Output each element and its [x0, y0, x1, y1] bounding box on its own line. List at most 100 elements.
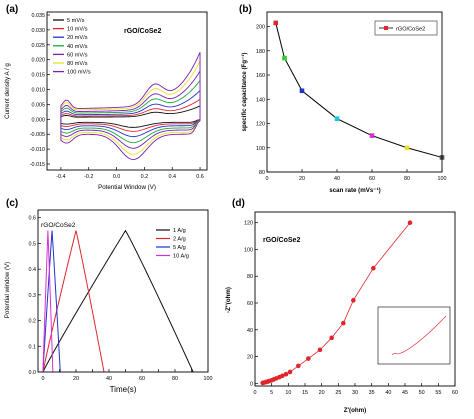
panel-c-y-axis-title: Potential window (V) [4, 262, 11, 318]
panel-b-letter: (b) [239, 4, 252, 15]
nyquist-point [317, 347, 323, 353]
y-tick-label: 120 [244, 221, 253, 227]
inset-frame [377, 306, 451, 365]
x-tick-label: 40 [106, 376, 112, 382]
gcd-curve-3 [42, 230, 61, 373]
cv-curve-2 [60, 98, 201, 132]
legend-label: 10 mV/s [67, 27, 88, 33]
nyquist-point [407, 220, 413, 226]
x-tick-label: 50 [419, 390, 425, 396]
x-tick-label: -0.4 [56, 174, 65, 180]
y-tick-label: 0.3 [29, 293, 37, 299]
y-tick-label: 80 [259, 170, 265, 176]
panel-d-material-label: rGO/CoSe2 [263, 237, 300, 244]
y-tick-label: 180 [256, 49, 265, 55]
x-tick-label: 25 [335, 390, 341, 396]
x-tick-label: 0 [266, 176, 269, 182]
legend-label: 5 mV/s [67, 18, 85, 24]
cv-curve-7 [60, 52, 201, 161]
x-tick-label: 15 [302, 390, 308, 396]
legend-label: 5 A/g [173, 245, 186, 251]
x-tick-label: 5 [270, 390, 273, 396]
y-tick-label: 20 [247, 355, 253, 361]
x-tick-label: 30 [352, 390, 358, 396]
x-tick-label: 100 [204, 376, 213, 382]
panel-c-legend: 1 A/g 2 A/g 5 A/g 10 A/g [156, 228, 189, 260]
panel-a-x-axis-title: Potential Window (V) [98, 184, 156, 191]
y-tick-label: 140 [256, 97, 265, 103]
x-tick-label: 80 [404, 176, 410, 182]
x-tick-label: 0 [254, 390, 257, 396]
y-tick-label: -0.005 [30, 132, 45, 138]
nyquist-point [306, 356, 311, 361]
capacitance-point [282, 55, 287, 61]
panel-b-x-axis-title: scan rate (mVs⁻¹) [329, 187, 380, 194]
x-tick-label: 80 [172, 376, 178, 382]
legend-label: 40 mV/s [67, 44, 88, 50]
panel-b-legend: rGO/CoSe2 [374, 20, 438, 36]
y-tick-label: 0.005 [32, 102, 46, 108]
panel-a-legend: 5 mV/s 10 mV/s 20 mV/s 40 mV/s 60 mV/s 80 mV/… [53, 18, 91, 76]
panel-c-material-label: rGO/CoSe2 [41, 222, 76, 229]
x-tick-label: 55 [435, 390, 441, 396]
x-tick-label: 20 [299, 176, 305, 182]
y-tick-label: 0.025 [32, 43, 46, 49]
y-tick-label: 80 [247, 274, 253, 280]
x-tick-label: 35 [369, 390, 375, 396]
panel-d-inset [377, 306, 451, 365]
x-tick-label: 60 [139, 376, 145, 382]
x-tick-label: 60 [369, 176, 375, 182]
y-tick-label: 120 [256, 122, 265, 128]
panel-c-letter: (c) [6, 198, 18, 209]
legend-label: 10 A/g [173, 254, 189, 260]
inset-curve [391, 315, 447, 356]
legend-label: 80 mV/s [67, 61, 88, 67]
nyquist-point [371, 265, 376, 271]
panel-d-x-axis-title: Z'(ohm) [344, 407, 366, 414]
x-tick-label: 20 [73, 376, 79, 382]
panel-d-letter: (d) [232, 198, 245, 209]
y-tick-label: 200 [256, 25, 265, 31]
nyquist-point [287, 369, 293, 375]
y-tick-label: 0.000 [32, 117, 46, 123]
y-tick-label: -0.010 [30, 147, 45, 153]
panel-a-material-label: rGO/CoSe2 [124, 28, 161, 35]
x-tick-label: 40 [385, 390, 391, 396]
x-tick-label: 0.2 [141, 174, 149, 180]
panel-d-y-axis-title: -Z''(ohm) [225, 287, 232, 313]
y-tick-label: 0.030 [32, 28, 46, 34]
x-tick-label: 0 [41, 376, 44, 382]
legend-box [374, 20, 438, 36]
y-tick-label: 0.020 [32, 58, 46, 64]
panel-d-frame [254, 211, 456, 387]
x-tick-label: 0.4 [168, 174, 176, 180]
legend-label: rGO/CoSe2 [396, 27, 425, 33]
y-tick-label: 40 [247, 328, 253, 334]
y-tick-label: 0.015 [32, 73, 46, 79]
panel-a-frame [46, 11, 208, 171]
panel-b-y-axis-title: specific capacitance (Fg⁻¹) [241, 53, 248, 132]
y-tick-label: 100 [256, 146, 265, 152]
legend-label: 20 mV/s [67, 35, 88, 41]
y-tick-label: 100 [244, 247, 253, 253]
x-tick-label: 0.0 [113, 174, 121, 180]
nyquist-point [283, 371, 289, 377]
legend-label: 2 A/g [173, 237, 186, 243]
x-tick-label: -0.2 [84, 174, 93, 180]
y-tick-label: -0.015 [30, 162, 45, 168]
panel-a-letter: (a) [6, 4, 18, 15]
capacitance-point [404, 145, 410, 151]
capacitance-point [334, 116, 340, 121]
legend-swatch [384, 26, 388, 30]
panel-d-nyquist-plot: (d) 0 5 10 15 20 25 30 35 40 45 50 55 60 0 20 40 60 80 100… [225, 198, 458, 414]
y-tick-label: 0.035 [32, 13, 46, 19]
panel-a-y-axis-title: Current density A / g [4, 63, 11, 119]
nyquist-point [341, 320, 346, 326]
y-tick-label: 0.5 [29, 241, 37, 247]
panel-b-frame [266, 11, 443, 173]
panel-c-x-axis-title: Time(s) [110, 385, 137, 394]
legend-label: 60 mV/s [67, 52, 88, 58]
gcd-curve-4 [42, 230, 54, 373]
y-tick-label: 0.1 [29, 344, 37, 350]
